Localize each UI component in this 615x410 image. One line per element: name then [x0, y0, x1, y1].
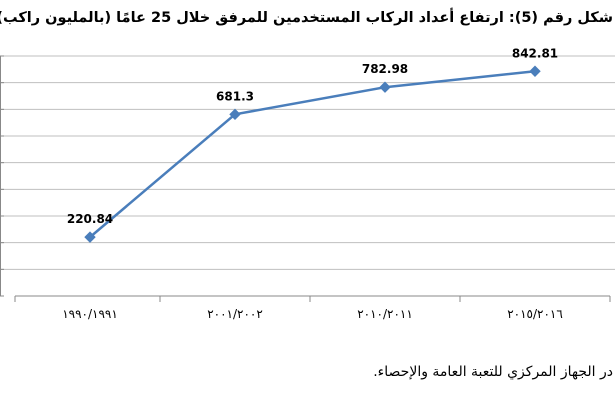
axes: [0, 55, 611, 302]
data-labels: 220.84 681.3 782.98 842.81: [67, 46, 558, 226]
source-note: در الجهاز المركزي للتعبة العامة والإحصاء…: [373, 364, 613, 380]
data-label: 782.98: [362, 62, 408, 76]
x-tick-label: ٢٠٠١/٢٠٠٢: [207, 307, 263, 321]
data-label: 842.81: [512, 46, 558, 60]
x-tick-label: ٢٠١٥/٢٠١٦: [507, 307, 563, 321]
series-line-path: [89, 70, 536, 239]
x-tick-label: ١٩٩٠/١٩٩١: [62, 307, 118, 321]
x-tick-labels: ١٩٩٠/١٩٩١ ٢٠٠١/٢٠٠٢ ٢٠١٠/٢٠١١ ٢٠١٥/٢٠١٦: [62, 307, 563, 321]
data-point-marker: [379, 81, 391, 93]
data-point-marker: [529, 65, 541, 77]
series-line: [84, 65, 541, 243]
gridlines: [0, 55, 615, 270]
data-label: 220.84: [67, 212, 113, 226]
data-point-marker: [229, 108, 241, 121]
chart-title: شكل رقم (5): ارتفاع أعداد الركاب المستخد…: [0, 10, 613, 26]
x-tick-label: ٢٠١٠/٢٠١١: [357, 307, 413, 321]
data-label: 681.3: [216, 89, 254, 103]
data-point-marker: [84, 231, 96, 243]
